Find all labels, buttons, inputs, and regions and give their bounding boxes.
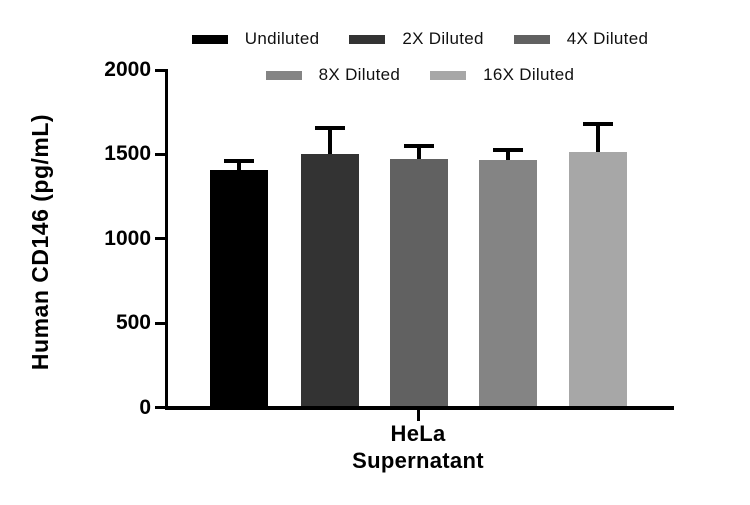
- y-tick-500: [155, 321, 165, 325]
- y-axis-title: Human CD146 (pg/mL): [27, 113, 53, 371]
- legend-label: 8X Diluted: [318, 65, 401, 84]
- bar-4x-diluted: [389, 159, 448, 410]
- y-tick-2000: [155, 68, 165, 72]
- error-bar-line-8x-diluted: [506, 150, 510, 160]
- error-bar-line-undiluted: [237, 161, 241, 170]
- y-tick-label-0: 0: [139, 395, 151, 419]
- y-tick-1500: [155, 152, 165, 156]
- legend-row-1: Undiluted 2X Diluted 4X Diluted: [191, 26, 649, 52]
- legend-swatch-icon: [349, 34, 386, 44]
- y-tick-0: [155, 406, 165, 409]
- legend-swatch-icon: [430, 70, 467, 80]
- error-bar-line-4x-diluted: [416, 145, 421, 160]
- y-axis-line: [165, 68, 168, 410]
- legend-item-2x-diluted: 2X Diluted: [349, 29, 483, 49]
- legend-item-4x-diluted: 4X Diluted: [513, 29, 649, 49]
- legend-item-16x-diluted: 16X Diluted: [430, 65, 574, 85]
- bar-8x-diluted: [479, 159, 537, 410]
- legend-label: 2X Diluted: [402, 29, 484, 48]
- legend-swatch-icon: [513, 34, 550, 44]
- x-axis-label-line2: Supernatant: [352, 448, 484, 473]
- x-axis-label: HeLa Supernatant: [318, 420, 518, 474]
- y-tick-1000: [155, 237, 165, 241]
- bar-2x-diluted: [300, 153, 359, 410]
- y-tick-label-1500: 1500: [104, 142, 151, 166]
- legend-item-undiluted: Undiluted: [191, 29, 320, 49]
- legend-label: 16X Diluted: [483, 65, 575, 84]
- y-tick-label-500: 500: [115, 311, 151, 335]
- legend-label: 4X Diluted: [566, 29, 649, 48]
- error-bar-cap-undiluted: [224, 159, 254, 164]
- x-axis-label-line1: HeLa: [390, 421, 446, 446]
- bar-undiluted: [210, 169, 268, 410]
- error-bar-cap-8x-diluted: [493, 148, 523, 153]
- legend-swatch-icon: [191, 34, 228, 44]
- y-tick-label-2000: 2000: [104, 58, 151, 81]
- x-axis-line: [165, 406, 674, 410]
- x-axis-tick: [416, 409, 420, 421]
- legend-label: Undiluted: [244, 29, 320, 48]
- legend-swatch-icon: [265, 70, 302, 80]
- error-bar-cap-4x-diluted: [403, 143, 434, 148]
- error-bar-line-16x-diluted: [595, 124, 600, 152]
- error-bar-line-2x-diluted: [327, 128, 332, 154]
- legend: Undiluted 2X Diluted 4X Diluted 8X Diluted 1…: [90, 26, 750, 88]
- error-bar-cap-2x-diluted: [314, 126, 345, 131]
- error-bar-cap-16x-diluted: [582, 122, 613, 126]
- bar-16x-diluted: [568, 151, 627, 410]
- legend-item-8x-diluted: 8X Diluted: [265, 65, 401, 85]
- legend-row-2: 8X Diluted 16X Diluted: [265, 62, 575, 88]
- y-tick-label-1000: 1000: [104, 226, 151, 250]
